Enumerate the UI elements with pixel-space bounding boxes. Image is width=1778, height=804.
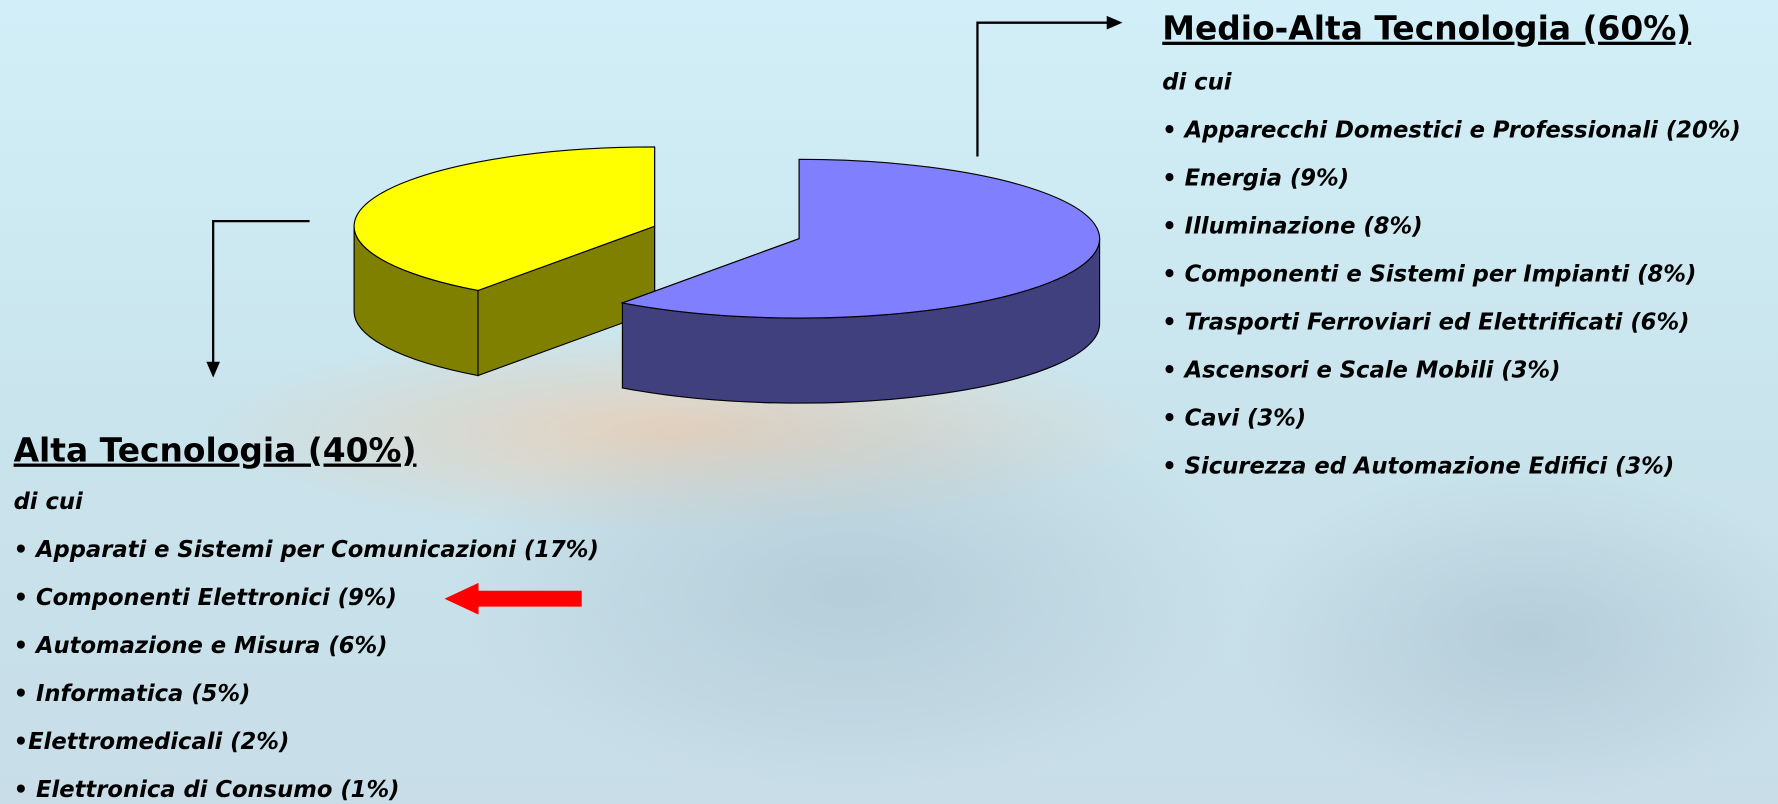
list-item: • Sicurezza ed Automazione Edifici (3%) bbox=[1162, 453, 1674, 479]
list-item: • Apparati e Sistemi per Comunicazioni (… bbox=[14, 537, 599, 563]
group-heading: Alta Tecnologia (40%) bbox=[14, 431, 417, 470]
list-item: • Apparecchi Domestici e Professionali (… bbox=[1162, 118, 1741, 144]
list-item: • Cavi (3%) bbox=[1162, 405, 1306, 431]
slide: Alta Tecnologia (40%) Medio-Alta Tecnolo… bbox=[0, 0, 1778, 804]
list-item: • Elettronica di Consumo (1%) bbox=[14, 777, 400, 803]
group-heading: Medio-Alta Tecnologia (60%) bbox=[1162, 9, 1691, 48]
list-item: • Componenti e Sistemi per Impianti (8%) bbox=[1162, 261, 1696, 287]
list-intro: di cui bbox=[1162, 70, 1232, 96]
background-blob bbox=[454, 386, 1248, 794]
list-item: • Informatica (5%) bbox=[14, 681, 251, 707]
list-item: • Ascensori e Scale Mobili (3%) bbox=[1162, 357, 1560, 383]
list-item: • Componenti Elettronici (9%) bbox=[14, 585, 397, 611]
list-item: • Illuminazione (8%) bbox=[1162, 213, 1422, 239]
list-item: • Energia (9%) bbox=[1162, 166, 1349, 192]
list-item: • Automazione e Misura (6%) bbox=[14, 633, 388, 659]
list-intro: di cui bbox=[14, 489, 84, 515]
list-item: • Trasporti Ferroviari ed Elettrificati … bbox=[1162, 309, 1689, 335]
page: Alta Tecnologia (40%) Medio-Alta Tecnolo… bbox=[0, 0, 1778, 804]
list-item: •Elettromedicali (2%) bbox=[14, 729, 290, 755]
